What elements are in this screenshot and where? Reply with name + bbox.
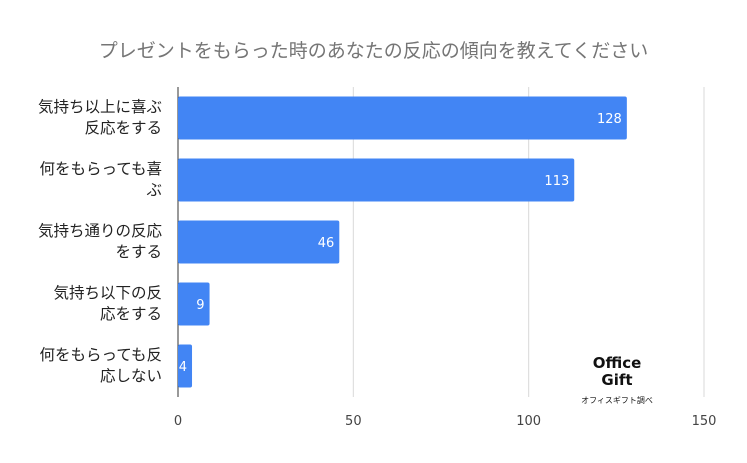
x-tick-label: 0 [174,414,182,429]
x-tick-label: 100 [516,414,541,429]
category-label-line: をする [115,243,162,261]
office-gift-logo: Office Gift [575,355,659,389]
category-label: 気持ち以上に喜ぶ反応をする [12,97,162,139]
office-gift-watermark: Office Gift オフィスギフト調べ [575,355,659,406]
bar [178,344,193,388]
bar [178,96,627,140]
category-label-line: 応をする [99,305,162,323]
bar [178,220,340,264]
category-label-line: ぶ [146,181,162,199]
data-label: 46 [318,236,335,251]
category-label: 何をもらっても反応しない [12,345,162,387]
category-label-line: 応しない [99,367,162,385]
category-label-line: 気持ち以上に喜ぶ [37,98,162,116]
data-label: 128 [597,112,622,127]
x-tick-label: 150 [692,414,717,429]
bar [178,158,575,202]
bar [178,282,210,326]
x-tick-label: 50 [345,414,362,429]
category-label-line: 気持ち以下の反 [53,284,162,302]
category-label-line: 反応をする [84,119,162,137]
category-label-line: 何をもらっても喜 [39,160,162,178]
chart-title: プレゼントをもらった時のあなたの反応の傾向を教えてください [98,40,649,62]
data-label: 4 [179,360,187,375]
category-label: 気持ち以下の反応をする [12,283,162,325]
category-label: 気持ち通りの反応をする [12,221,162,263]
category-label-line: 気持ち通りの反応 [37,222,162,240]
source-credit: オフィスギフト調べ [581,396,653,405]
category-label: 何をもらっても喜ぶ [12,159,162,201]
logo-line-1: Office [592,354,642,372]
logo-line-2: Gift [601,371,633,389]
data-label: 9 [196,298,204,313]
data-label: 113 [544,174,569,189]
category-label-line: 何をもらっても反 [39,346,162,364]
